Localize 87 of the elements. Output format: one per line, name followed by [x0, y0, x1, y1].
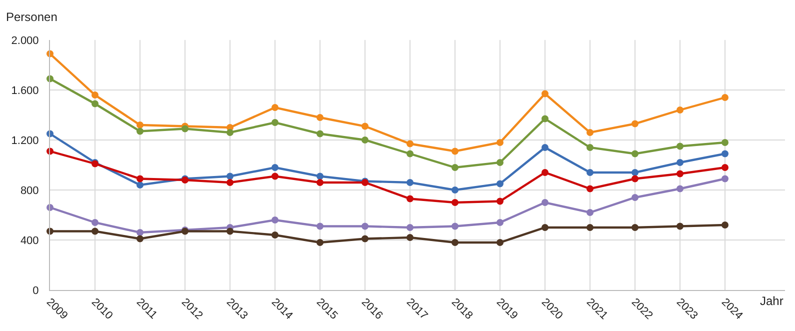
point — [452, 239, 458, 246]
point — [362, 222, 368, 230]
point — [406, 224, 414, 231]
point — [136, 182, 144, 188]
point — [676, 185, 684, 192]
point — [226, 129, 234, 136]
point — [496, 219, 504, 226]
point — [362, 122, 368, 130]
point — [586, 209, 594, 216]
point — [92, 92, 98, 98]
y-tick-label: 2.000 — [11, 34, 39, 47]
point — [272, 119, 278, 126]
point — [272, 216, 278, 224]
point — [406, 179, 414, 186]
point — [316, 172, 324, 180]
point — [722, 150, 728, 158]
point — [406, 140, 414, 148]
point — [586, 129, 594, 136]
point — [632, 150, 638, 158]
point — [586, 169, 594, 176]
point — [272, 164, 278, 171]
point — [272, 104, 278, 111]
point — [452, 199, 458, 206]
point — [316, 114, 324, 121]
point — [676, 222, 684, 230]
point — [722, 139, 728, 146]
point — [586, 185, 594, 192]
point — [136, 122, 144, 128]
point — [182, 125, 188, 132]
point — [722, 94, 728, 101]
point — [542, 90, 548, 98]
point — [542, 224, 548, 231]
y-tick-label: 1.200 — [11, 134, 39, 147]
point — [632, 120, 638, 128]
point — [92, 219, 98, 226]
point — [496, 239, 504, 246]
point — [272, 172, 278, 180]
point — [452, 148, 458, 155]
point — [496, 159, 504, 166]
point — [542, 199, 548, 206]
point — [136, 229, 144, 236]
point — [316, 179, 324, 186]
point — [722, 164, 728, 171]
y-tick-label: 0 — [32, 284, 39, 297]
point — [316, 239, 324, 246]
y-axis-title: Personen — [6, 10, 58, 24]
point — [362, 136, 368, 144]
y-tick-label: 1.600 — [11, 84, 39, 97]
point — [226, 172, 234, 180]
y-tick-label: 800 — [20, 184, 39, 197]
point — [542, 169, 548, 176]
point — [136, 128, 144, 135]
point — [406, 234, 414, 241]
y-tick-label: 400 — [20, 234, 39, 247]
point — [632, 224, 638, 231]
point — [406, 150, 414, 158]
point — [92, 228, 98, 235]
point — [722, 175, 728, 182]
point — [452, 222, 458, 230]
point — [632, 194, 638, 201]
point — [452, 186, 458, 194]
point — [226, 228, 234, 235]
point — [316, 130, 324, 138]
x-axis-title: Jahr — [760, 294, 784, 308]
point — [586, 224, 594, 231]
point — [316, 222, 324, 230]
point — [542, 115, 548, 122]
point — [632, 169, 638, 176]
point — [676, 106, 684, 114]
point — [496, 198, 504, 205]
point — [406, 195, 414, 202]
point — [722, 222, 728, 228]
point — [676, 170, 684, 178]
point — [136, 175, 144, 182]
point — [136, 235, 144, 242]
point — [362, 235, 368, 242]
point — [676, 159, 684, 166]
point — [586, 144, 594, 151]
point — [92, 100, 98, 108]
point — [226, 179, 234, 186]
point — [272, 232, 278, 238]
point — [632, 175, 638, 182]
point — [496, 180, 504, 188]
point — [676, 142, 684, 150]
point — [452, 164, 458, 171]
point — [496, 139, 504, 146]
point — [542, 144, 548, 151]
